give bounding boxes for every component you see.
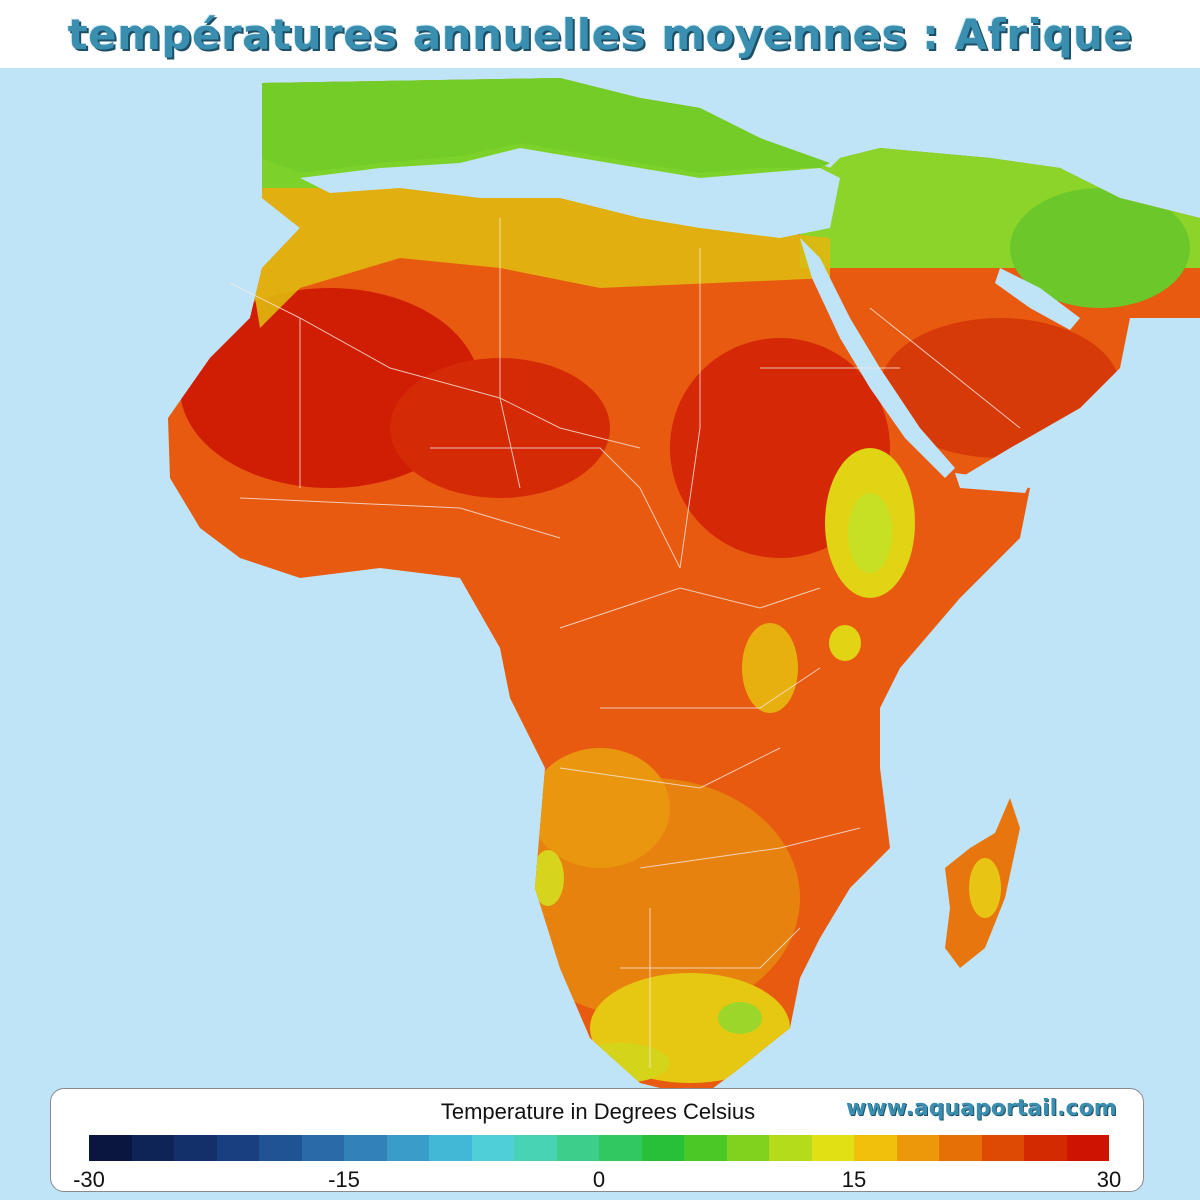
mild-zone-cape [570,1043,670,1083]
mild-zone-kenya [829,625,861,661]
color-scale-segment [89,1135,132,1161]
color-scale-segment [216,1135,259,1161]
color-scale [89,1135,1109,1161]
watermark-text: www.aquaportail.com [846,1096,1117,1121]
color-scale-segment [471,1135,514,1161]
legend-tick-label: 0 [592,1167,606,1192]
legend-tick-label: -15 [328,1167,360,1192]
legend-tick-label: 30 [1096,1167,1122,1192]
madagascar-highlands [969,858,1001,918]
cool-zone-iran [1010,188,1190,308]
southern-europe [262,78,830,173]
color-scale-segment [939,1135,982,1161]
color-scale-segment [429,1135,472,1161]
color-scale-segment [726,1135,769,1161]
color-scale-segment [641,1135,684,1161]
temperature-legend: Temperature in Degrees Celsius -30 -15 0… [50,1088,1144,1192]
mediterranean-sea [300,148,840,238]
gulf-of-aden [955,473,1030,493]
country-borders [229,218,1021,1068]
color-scale-segment [344,1135,387,1161]
color-scale-segment [684,1135,727,1161]
hot-zone-central-sahara [390,358,610,498]
color-scale-segment [1066,1135,1109,1161]
color-scale-segment [131,1135,174,1161]
color-scale-segment [514,1135,557,1161]
color-scale-segment [301,1135,344,1161]
color-scale-segment [981,1135,1024,1161]
map-title: températures annuelles moyennes : Afriqu… [0,0,1200,68]
persian-gulf [995,268,1080,330]
color-scale-segment [1024,1135,1067,1161]
africa-temperature-map [168,78,1200,1098]
mild-zone-namib-coast [532,850,564,906]
color-scale-segment [259,1135,302,1161]
temperature-map [0,68,1200,1200]
mild-zone-great-lakes [742,623,798,713]
color-scale-segment [599,1135,642,1161]
color-scale-segment [556,1135,599,1161]
color-scale-segment [769,1135,812,1161]
cool-zone-lesotho [718,1002,762,1034]
color-scale-segment [386,1135,429,1161]
color-scale-segment [811,1135,854,1161]
color-scale-segment [174,1135,217,1161]
cool-zone-ethiopia [848,493,892,573]
legend-title: Temperature in Degrees Celsius [440,1099,756,1124]
color-scale-segment [896,1135,939,1161]
legend-tick-label: -30 [73,1167,105,1192]
red-sea [800,238,955,478]
mild-zone-south-africa [590,973,790,1083]
color-scale-segment [854,1135,897,1161]
warm-zone-namibia [530,748,670,868]
legend-tick-label: 15 [841,1167,867,1192]
